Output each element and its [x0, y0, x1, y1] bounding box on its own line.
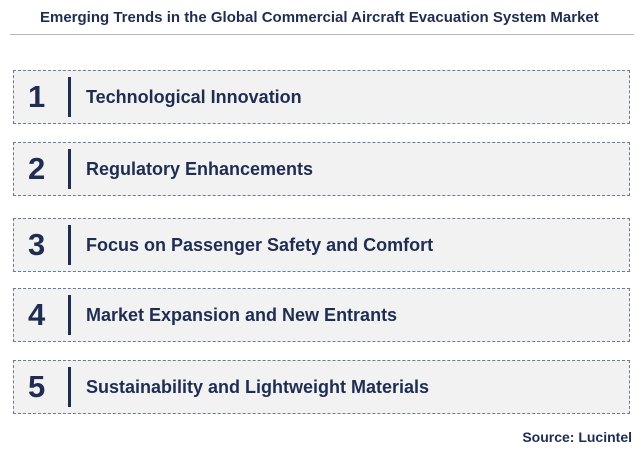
trend-number: 4	[28, 297, 46, 332]
title-rule	[10, 34, 634, 35]
trend-label: Market Expansion and New Entrants	[86, 304, 398, 325]
trend-box: 1 Technological Innovation	[13, 70, 630, 124]
trend-number: 3	[28, 227, 46, 262]
trend-box: 2 Regulatory Enhancements	[13, 142, 630, 196]
trend-label: Regulatory Enhancements	[86, 158, 314, 179]
divider	[68, 295, 71, 335]
divider	[68, 225, 71, 265]
divider	[68, 367, 71, 407]
trend-number: 1	[28, 79, 46, 114]
source: Source: Lucintel	[522, 429, 632, 445]
trend-box: 4 Market Expansion and New Entrants	[13, 288, 630, 342]
trend-box: 5 Sustainability and Lightweight Material…	[13, 360, 630, 414]
trend-label: Focus on Passenger Safety and Comfort	[86, 234, 434, 255]
trend-label: Technological Innovation	[86, 86, 302, 107]
trend-number: 2	[28, 151, 46, 186]
trend-number: 5	[28, 369, 46, 404]
trend-box: 3 Focus on Passenger Safety and Comfort	[13, 218, 630, 272]
trend-label: Sustainability and Lightweight Materials	[86, 376, 430, 397]
divider	[68, 149, 71, 189]
title: Emerging Trends in the Global Commercial…	[40, 9, 599, 26]
divider	[68, 77, 71, 117]
